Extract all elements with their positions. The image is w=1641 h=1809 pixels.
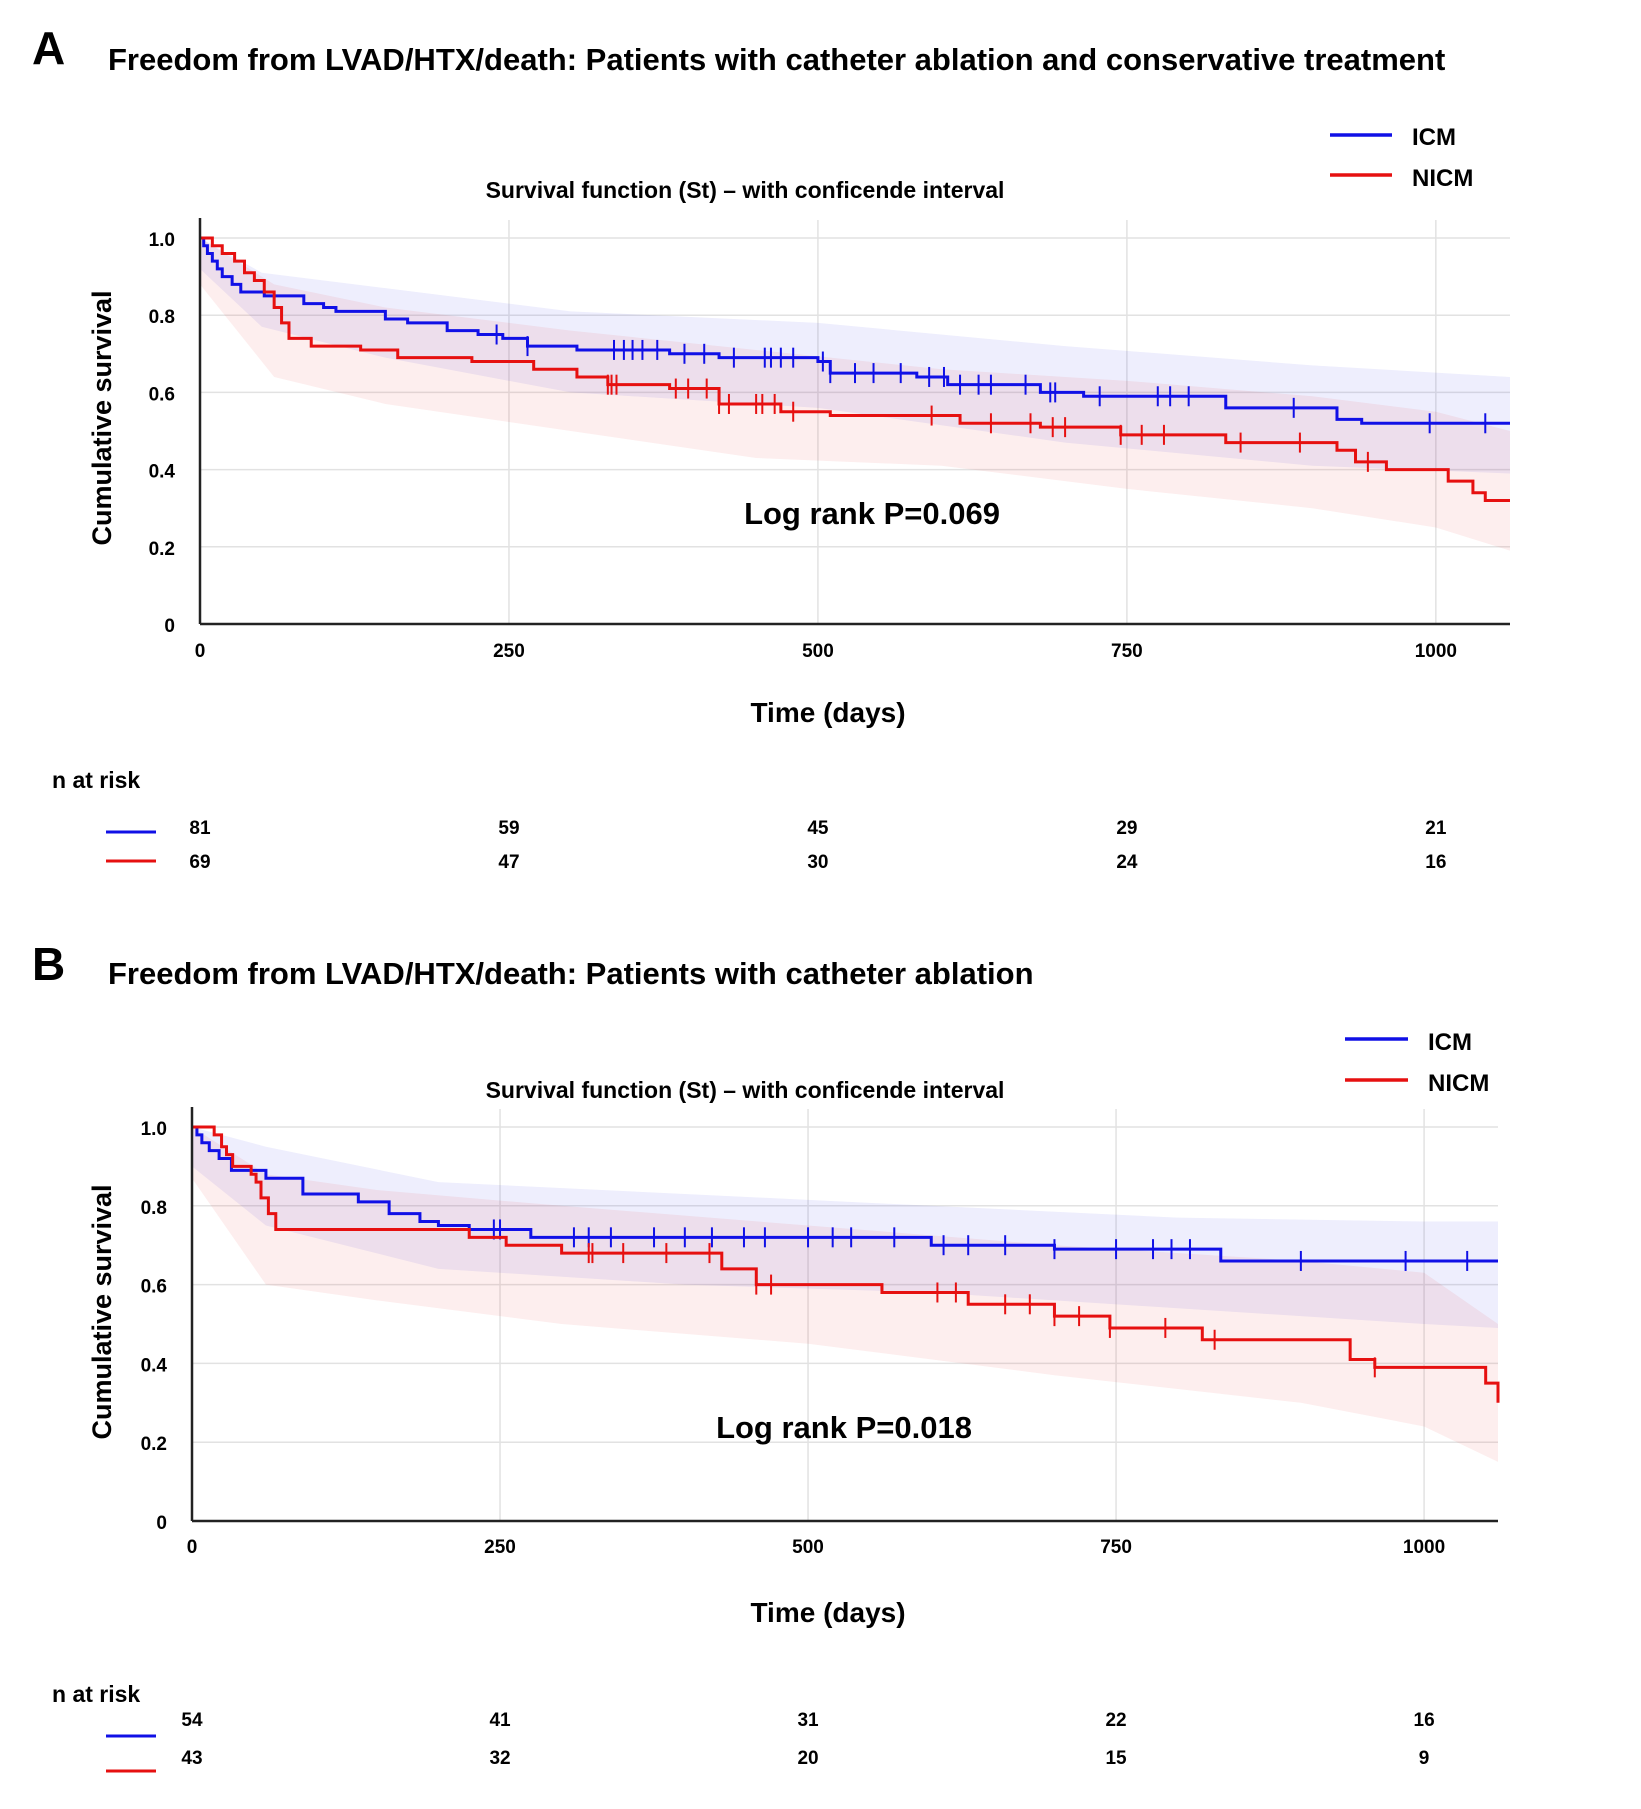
confidence-band-nicm	[200, 238, 1510, 551]
risk-cell-icm: 41	[489, 1710, 511, 1731]
risk-cell-nicm: 47	[498, 852, 519, 873]
panel-b: B Freedom from LVAD/HTX/death: Patients …	[32, 938, 1500, 1773]
risk-cell-nicm: 16	[1425, 852, 1446, 873]
legend: ICM NICM	[1330, 124, 1473, 192]
risk-cell-icm: 21	[1425, 818, 1447, 839]
y-tick-label: 1.0	[141, 1119, 167, 1140]
y-tick-label: 0.4	[141, 1355, 168, 1376]
risk-table: n at risk 81 59 45 29 21 69 47 30 24 16	[52, 767, 1447, 873]
chart-subtitle: Survival function (St) – with conficende…	[486, 1077, 1005, 1103]
panel-letter: A	[32, 22, 65, 74]
plot-area: 0 0.2 0.4 0.6 0.8 1.0 0 250 500 750 1000	[149, 218, 1510, 662]
y-tick-label: 1.0	[149, 230, 175, 251]
risk-cell-icm: 29	[1116, 818, 1137, 839]
y-tick-label: 0.2	[141, 1434, 167, 1455]
legend: ICM NICM	[1345, 1029, 1489, 1097]
panel-letter: B	[32, 938, 65, 990]
risk-cell-nicm: 69	[189, 852, 210, 873]
risk-cell-nicm: 32	[489, 1748, 510, 1769]
y-tick-label: 0.4	[149, 462, 176, 483]
panel-a: A Freedom from LVAD/HTX/death: Patients …	[32, 22, 1510, 873]
risk-cell-nicm: 15	[1105, 1748, 1127, 1769]
risk-table-label: n at risk	[52, 767, 140, 793]
chart-subtitle: Survival function (St) – with conficende…	[486, 177, 1005, 203]
risk-cell-icm: 16	[1414, 1710, 1435, 1731]
x-tick-label: 750	[1100, 1537, 1132, 1558]
y-axis-label: Cumulative survival	[87, 290, 117, 545]
y-axis-label: Cumulative survival	[87, 1184, 117, 1439]
y-tick-label: 0	[164, 616, 175, 637]
panel-title: Freedom from LVAD/HTX/death: Patients wi…	[108, 956, 1034, 991]
survival-curve-nicm	[200, 236, 1510, 502]
x-axis-label: Time (days)	[750, 1597, 905, 1628]
risk-cell-icm: 45	[807, 818, 829, 839]
risk-cell-nicm: 20	[797, 1748, 818, 1769]
x-tick-label: 250	[484, 1537, 516, 1558]
y-tick-label: 0	[156, 1513, 167, 1534]
risk-cell-icm: 59	[498, 818, 519, 839]
y-tick-label: 0.8	[141, 1198, 167, 1219]
risk-table: n at risk 54 41 31 22 16 43 32 20 15 9	[52, 1681, 1435, 1773]
log-rank-annotation: Log rank P=0.018	[716, 1410, 972, 1445]
x-tick-label: 250	[493, 641, 525, 662]
risk-cell-nicm: 43	[181, 1748, 202, 1769]
x-tick-label: 500	[792, 1537, 824, 1558]
survival-curve-nicm	[192, 1125, 1500, 1403]
x-tick-label: 1000	[1415, 641, 1457, 662]
panel-title: Freedom from LVAD/HTX/death: Patients wi…	[108, 42, 1445, 77]
plot-area: 0 0.2 0.4 0.6 0.8 1.0 0 250 500 750 1000	[141, 1107, 1500, 1558]
x-tick-label: 1000	[1403, 1537, 1445, 1558]
risk-cell-icm: 22	[1105, 1710, 1126, 1731]
y-tick-label: 0.6	[149, 384, 175, 405]
risk-cell-nicm: 30	[807, 852, 828, 873]
risk-cell-icm: 31	[797, 1710, 819, 1731]
survival-curve-icm	[192, 1125, 1498, 1263]
survival-curve-icm	[200, 236, 1510, 425]
x-tick-label: 500	[802, 641, 834, 662]
confidence-band-nicm	[192, 1127, 1498, 1462]
x-tick-label: 0	[195, 641, 206, 662]
risk-cell-icm: 54	[181, 1710, 203, 1731]
risk-cells: 54 41 31 22 16 43 32 20 15 9	[181, 1710, 1434, 1769]
legend-icm-label: ICM	[1428, 1029, 1472, 1056]
y-tick-label: 0.6	[141, 1277, 167, 1298]
risk-cells: 81 59 45 29 21 69 47 30 24 16	[189, 818, 1446, 873]
log-rank-annotation: Log rank P=0.069	[744, 496, 1000, 531]
y-tick-label: 0.8	[149, 307, 175, 328]
confidence-band-icm	[200, 238, 1510, 474]
legend-nicm-label: NICM	[1412, 165, 1473, 192]
x-tick-label: 750	[1111, 641, 1143, 662]
y-tick-label: 0.2	[149, 539, 175, 560]
x-tick-label: 0	[187, 1537, 198, 1558]
risk-cell-icm: 81	[189, 818, 211, 839]
risk-table-label: n at risk	[52, 1681, 140, 1707]
risk-cell-nicm: 9	[1419, 1748, 1430, 1769]
legend-nicm-label: NICM	[1428, 1070, 1489, 1097]
legend-icm-label: ICM	[1412, 124, 1456, 151]
confidence-band-icm	[192, 1127, 1498, 1328]
risk-cell-nicm: 24	[1116, 852, 1138, 873]
x-axis-label: Time (days)	[750, 697, 905, 728]
